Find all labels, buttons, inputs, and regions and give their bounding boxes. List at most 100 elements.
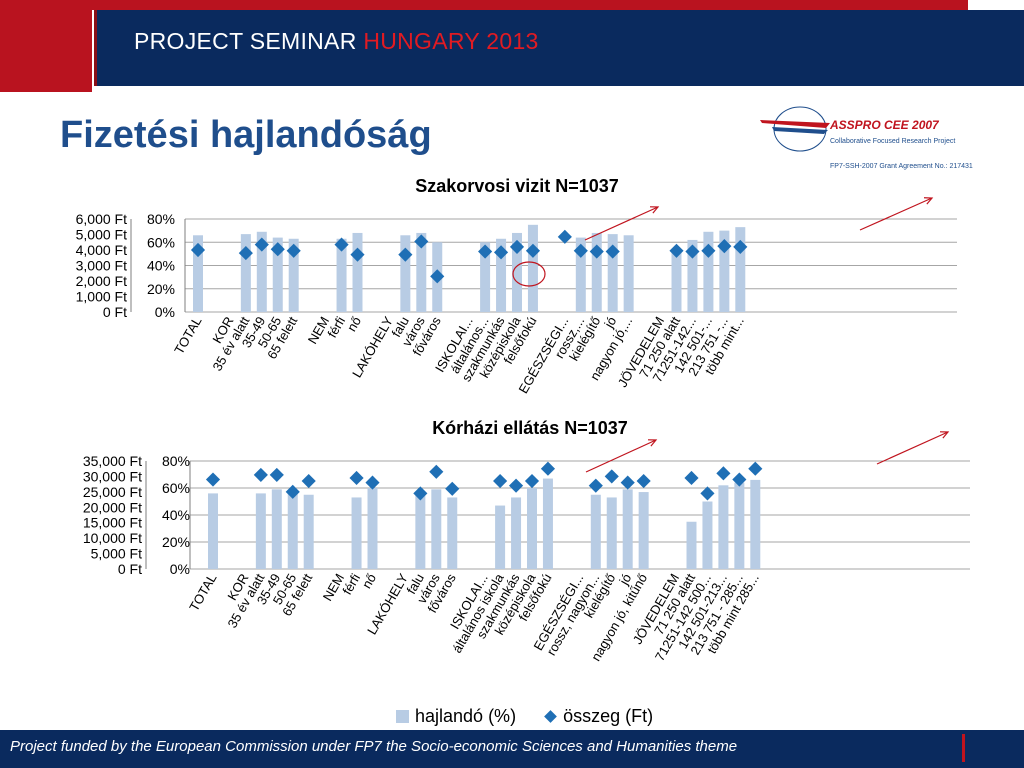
willingness-bar (687, 239, 698, 312)
willingness-bar (735, 227, 746, 312)
amount-marker (253, 467, 268, 482)
willingness-bar (240, 234, 251, 312)
percent-tick-label: 40% (147, 258, 175, 274)
amount-marker (286, 243, 301, 258)
footer-accent-mark (962, 734, 965, 762)
legend-bar-label: hajlandó (%) (415, 706, 517, 726)
footer-bar (0, 730, 1024, 768)
willingness-bar (622, 489, 633, 569)
willingness-bar (590, 494, 601, 569)
category-label: nő (344, 314, 364, 334)
amount-marker (540, 461, 556, 476)
amount-marker (445, 481, 460, 496)
amount-marker (398, 247, 413, 262)
amount-tick-label: 20,000 Ft (83, 499, 142, 515)
willingness-bar (512, 232, 522, 312)
slide-title: Fizetési hajlandóság (60, 114, 432, 156)
annotation-arrow-head (649, 206, 660, 214)
percent-tick-label: 60% (147, 234, 175, 250)
willingness-bar (303, 494, 314, 569)
amount-tick-label: 6,000 Ft (76, 211, 127, 227)
annotation-arrow-line (584, 206, 659, 241)
amount-tick-label: 5,000 Ft (91, 546, 142, 562)
willingness-bar (750, 479, 761, 569)
chart-title: Szakorvosi vizit N=1037 (415, 176, 619, 196)
amount-tick-label: 1,000 Ft (76, 289, 127, 305)
willingness-bar (734, 482, 745, 569)
logo-name: ASSPRO CEE 2007 (830, 118, 939, 132)
willingness-bar (495, 505, 506, 569)
chart-title: Kórházi ellátás N=1037 (432, 418, 628, 438)
percent-tick-label: 0% (155, 304, 175, 320)
amount-marker (701, 243, 716, 258)
amount-marker (508, 478, 524, 493)
slide-header: PROJECT SEMINAR HUNGARY 2013 (0, 0, 1024, 92)
willingness-bar (255, 493, 266, 569)
annotation-arrow-line (876, 431, 949, 465)
asspro-logo-icon (760, 106, 830, 152)
percent-tick-label: 20% (162, 534, 190, 550)
amount-tick-label: 2,000 Ft (76, 273, 127, 289)
footer-text: Project funded by the European Commissio… (10, 738, 738, 755)
willingness-bar (256, 231, 267, 312)
amount-marker (620, 475, 635, 490)
red-corner-block (0, 0, 92, 92)
amount-tick-label: 3,000 Ft (76, 258, 127, 274)
amount-marker (301, 473, 316, 489)
amount-tick-label: 0 Ft (103, 304, 127, 320)
annotation-arrow-head (923, 197, 934, 205)
percent-tick-label: 0% (170, 561, 190, 577)
legend-marker-label: összeg (Ft) (563, 706, 654, 726)
amount-marker (732, 472, 747, 487)
category-label: TOTAL (186, 571, 219, 614)
percent-tick-label: 60% (162, 480, 190, 496)
amount-marker (717, 239, 732, 254)
amount-marker (493, 473, 508, 489)
amount-marker (669, 243, 684, 258)
amount-marker (349, 470, 364, 486)
willingness-bar (271, 489, 282, 569)
willingness-bar (352, 232, 363, 312)
willingness-bar (367, 488, 378, 569)
amount-marker (270, 242, 285, 257)
legend-bar-swatch (396, 710, 409, 723)
amount-marker (588, 478, 603, 493)
amount-marker (700, 486, 715, 501)
navy-banner (94, 10, 1024, 86)
logo-grant: FP7-SSH-2007 Grant Agreement No.: 217431 (830, 163, 973, 170)
amount-marker (636, 473, 651, 489)
willingness-bar (623, 235, 634, 312)
amount-marker (509, 239, 525, 254)
amount-tick-label: 10,000 Ft (83, 530, 142, 546)
willingness-bar (527, 488, 537, 569)
amount-marker (190, 242, 206, 258)
willingness-bar (511, 497, 522, 569)
category-label: nő (359, 571, 379, 591)
willingness-bar (351, 497, 362, 569)
amount-marker (733, 239, 748, 254)
willingness-bar (496, 238, 507, 312)
amount-marker (716, 466, 731, 481)
amount-tick-label: 5,000 Ft (76, 227, 127, 243)
willingness-bar (272, 237, 283, 312)
amount-marker (365, 475, 380, 490)
amount-marker (350, 247, 365, 262)
banner-prefix: PROJECT SEMINAR (134, 28, 357, 54)
willingness-bar (480, 242, 491, 312)
willingness-bar (606, 497, 617, 569)
willingness-bar (287, 492, 298, 569)
willingness-bar (686, 521, 697, 569)
annotation-arrow-line (859, 197, 933, 231)
willingness-bar (527, 224, 538, 312)
amount-marker (525, 243, 541, 258)
annotation-circle (512, 261, 546, 287)
willingness-bar (400, 235, 411, 312)
amount-marker (524, 473, 540, 489)
willingness-bar (719, 230, 730, 312)
willingness-bar (703, 231, 714, 312)
willingness-bar (718, 485, 729, 569)
amount-marker (684, 470, 699, 486)
willingness-bar (447, 497, 458, 569)
amount-marker (238, 246, 253, 261)
